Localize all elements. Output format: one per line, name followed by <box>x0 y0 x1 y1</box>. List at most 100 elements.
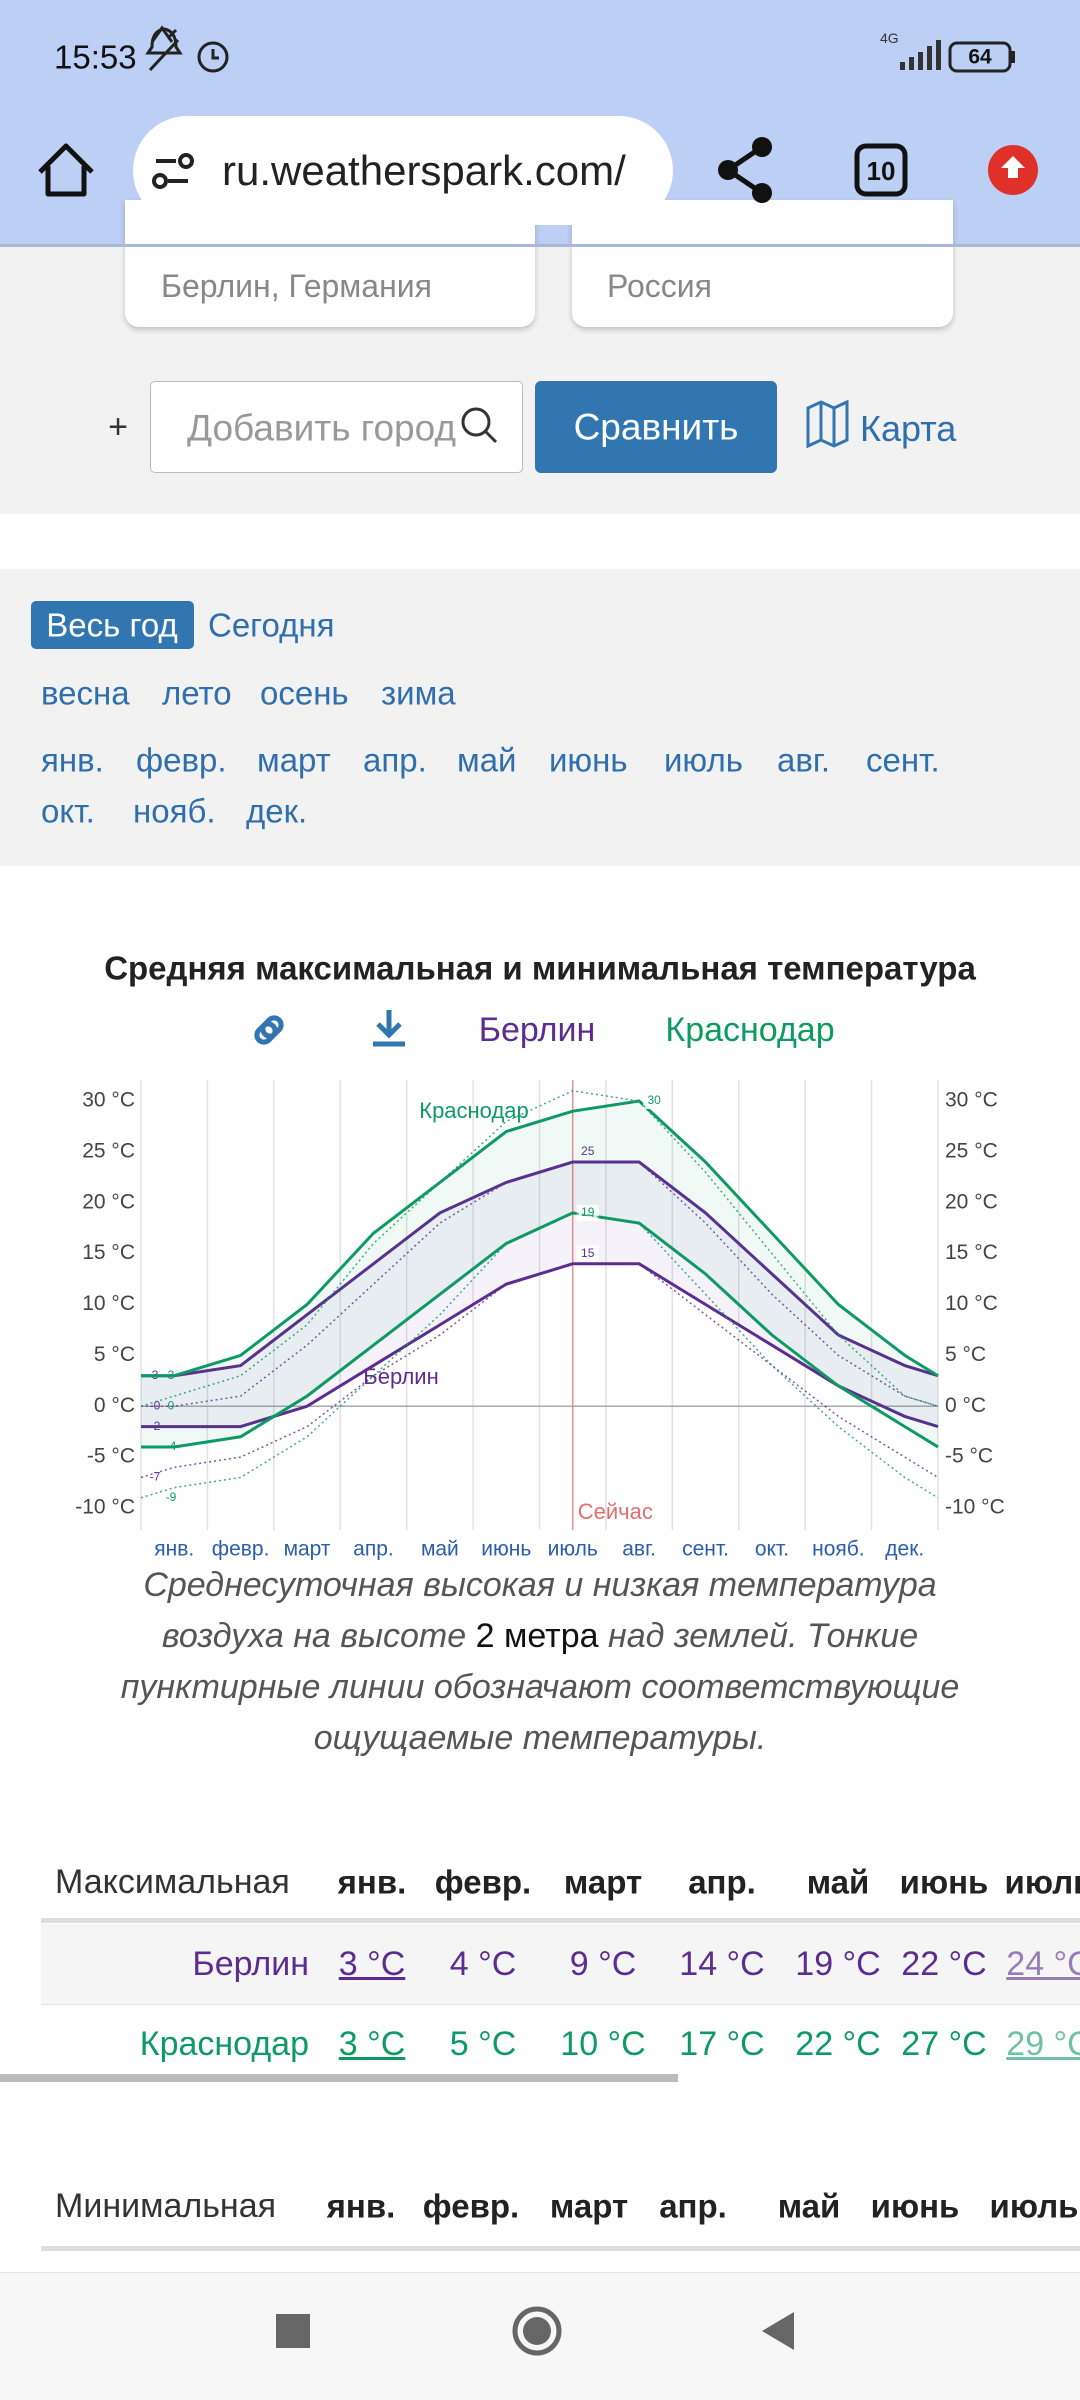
table-column: апр. <box>659 2187 727 2225</box>
back-button[interactable] <box>762 2312 794 2350</box>
compare-button[interactable] <box>535 381 777 473</box>
month-link[interactable]: сент. <box>866 741 940 779</box>
start-label: -0 <box>150 1398 161 1412</box>
table-column: март <box>563 1863 643 1901</box>
table-column: июнь <box>899 1863 989 1901</box>
search-icon[interactable] <box>461 407 498 444</box>
map-icon[interactable] <box>806 399 849 449</box>
tab-count[interactable]: 10 <box>866 156 896 186</box>
scrollbar <box>0 2074 678 2082</box>
y2-tick-label: -10 °C <box>945 1496 1005 1519</box>
period-tab[interactable]: Весь год <box>46 606 178 644</box>
season-link[interactable]: весна <box>41 674 130 712</box>
table-cell: 9 °C <box>569 1945 637 1983</box>
x-tick-label: нояб. <box>812 1538 865 1561</box>
period-tab-active[interactable] <box>31 601 194 649</box>
table-column: июнь <box>870 2187 960 2225</box>
download-button[interactable] <box>373 1010 405 1047</box>
share-button[interactable] <box>718 137 772 203</box>
feels-like-line <box>141 1161 939 1407</box>
y2-tick-label: 10 °C <box>945 1292 998 1315</box>
caption-emphasis: 2 метра <box>475 1617 599 1655</box>
table-column: янв. <box>337 1863 407 1901</box>
map-link[interactable]: Карта <box>860 408 957 449</box>
signal <box>900 40 941 70</box>
table-cell[interactable]: 3 °C <box>338 1945 406 1983</box>
chart: -10 °C -5 °C 0 °C 5 °C 10 °C 15 °C 20 °C 25 °C 3… <box>75 1080 1005 1561</box>
month-link[interactable]: апр. <box>363 741 427 779</box>
table-cell[interactable]: 3 °C <box>338 2025 406 2063</box>
y-tick-label: 20 °C <box>82 1190 135 1213</box>
month-link[interactable]: авг. <box>777 741 831 779</box>
season-link[interactable]: зима <box>381 674 456 712</box>
caption-text: Среднесуточная высокая и низкая температ… <box>143 1566 937 1655</box>
bell <box>145 27 183 55</box>
month-link[interactable]: окт. <box>41 792 95 830</box>
y-tick-label: 15 °C <box>82 1241 135 1264</box>
table-row-bg <box>41 1924 1080 2004</box>
place-name[interactable]: Россия <box>607 268 712 304</box>
month-link[interactable]: июнь <box>549 741 628 779</box>
input-placeholder[interactable]: Добавить город <box>187 409 456 447</box>
month-link[interactable]: дек. <box>246 792 308 830</box>
month-link[interactable]: янв. <box>41 741 104 779</box>
start-label: 0 <box>168 1398 175 1412</box>
alarm-hands <box>211 49 219 60</box>
season-link[interactable]: осень <box>260 674 349 712</box>
month-link[interactable]: июль <box>664 741 743 779</box>
home-nav-button[interactable] <box>512 2306 562 2356</box>
add-city-input[interactable]: Добавить город <box>150 381 523 473</box>
recent-apps-button[interactable] <box>276 2314 310 2348</box>
table-column: февр. <box>434 1863 532 1901</box>
table-cell: 14 °C <box>679 1945 765 1983</box>
table-column: янв. <box>326 2187 396 2225</box>
month-link[interactable]: май <box>457 741 517 779</box>
temperature-line <box>141 1099 939 1378</box>
divider <box>0 244 1080 247</box>
place-name[interactable]: Берлин, Германия <box>161 268 432 304</box>
period-tab[interactable]: Сегодня <box>208 606 335 644</box>
table-cell[interactable]: 29 °C <box>1006 2025 1080 2063</box>
x-tick-label: авг. <box>622 1538 656 1561</box>
caption-text: над землей. Тонкие пунктирные линии обоз… <box>120 1617 960 1757</box>
table-cell: 5 °C <box>449 2025 517 2063</box>
y-tick-label: -10 °C <box>75 1496 135 1519</box>
clock: 15:53 <box>54 38 137 76</box>
compare-button-label[interactable]: Сравнить <box>573 406 739 448</box>
start-label: -9 <box>166 1490 177 1504</box>
add-sign: + <box>108 408 128 446</box>
month-link[interactable]: нояб. <box>133 792 216 830</box>
table-heading: Максимальная <box>55 1863 290 1901</box>
x-tick-label: июль <box>548 1538 598 1561</box>
permalink-button[interactable] <box>254 1015 284 1045</box>
battery-tip <box>1011 51 1015 63</box>
legend-entry[interactable]: Краснодар <box>665 1011 835 1049</box>
bell-slash <box>148 38 180 72</box>
table-cell[interactable]: 24 °C <box>1006 1945 1080 1983</box>
table-cell: 27 °C <box>901 2025 987 2063</box>
range-band <box>141 1101 938 1447</box>
start-label: -4 <box>166 1439 177 1453</box>
home-button[interactable] <box>38 143 94 197</box>
season-link[interactable]: лето <box>162 674 232 712</box>
x-tick-label: март <box>284 1538 331 1561</box>
row-name: Краснодар <box>139 2025 309 2063</box>
url-bar[interactable] <box>133 116 673 225</box>
month-link[interactable]: март <box>257 741 331 779</box>
home-nav-dot <box>523 2317 551 2345</box>
legend-entry[interactable]: Берлин <box>478 1011 596 1049</box>
site-settings-icon[interactable] <box>152 153 194 189</box>
table-cell: 22 °C <box>901 1945 987 1983</box>
table-heading: Минимальная <box>55 2187 277 2225</box>
range-band <box>141 1162 938 1427</box>
peak-label-bg <box>576 1245 599 1262</box>
table-column: июль <box>989 2187 1079 2225</box>
battery-level: 64 <box>968 45 992 69</box>
y-tick-label: -5 °C <box>87 1445 135 1468</box>
chart-caption: Среднесуточная высокая и низкая температ… <box>100 1560 980 1764</box>
month-link[interactable]: февр. <box>136 741 227 779</box>
tabs-button[interactable] <box>854 143 908 197</box>
url-text[interactable]: ru.weatherspark.com/ <box>222 147 626 194</box>
temperature-line <box>141 1211 939 1449</box>
